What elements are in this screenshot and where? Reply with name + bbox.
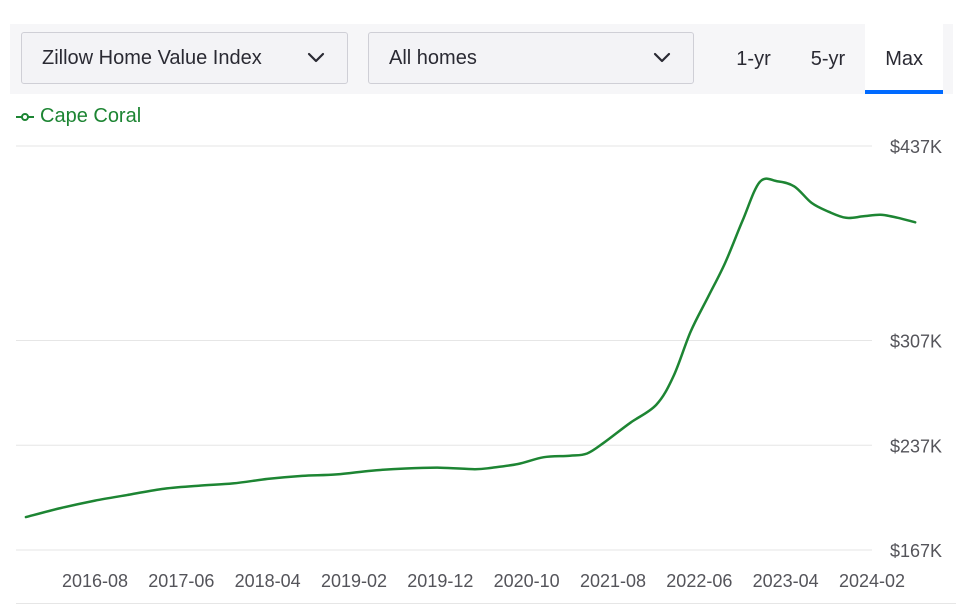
x-tick-label: 2018-04: [235, 571, 301, 591]
bottom-divider: [16, 603, 956, 604]
home-type-dropdown[interactable]: All homes: [368, 32, 694, 84]
tab-5-yr[interactable]: 5-yr: [810, 47, 846, 70]
x-tick-label: 2019-02: [321, 571, 387, 591]
line-marker-icon: [16, 105, 34, 128]
y-axis: $437K $307K $237K $167K: [890, 137, 942, 561]
x-tick-label: 2023-04: [753, 571, 819, 591]
chevron-down-icon: [305, 47, 327, 69]
x-tick-label: 2017-06: [148, 571, 214, 591]
x-tick-label: 2022-06: [666, 571, 732, 591]
chart-controls-bar: Zillow Home Value Index All homes 1-yr 5…: [10, 24, 953, 94]
y-tick-label: $437K: [890, 137, 942, 157]
x-tick-label: 2021-08: [580, 571, 646, 591]
x-tick-label: 2020-10: [494, 571, 560, 591]
time-range-tabs: 1-yr 5-yr Max: [716, 24, 943, 94]
tab-max[interactable]: Max: [865, 24, 943, 94]
chevron-down-icon: [651, 47, 673, 69]
gridlines: [16, 145, 872, 551]
y-tick-label: $167K: [890, 541, 942, 561]
x-tick-label: 2016-08: [62, 571, 128, 591]
series-lines: [24, 177, 917, 519]
tab-1-yr[interactable]: 1-yr: [736, 47, 771, 70]
x-axis: 2016-08 2017-06 2018-04 2019-02 2019-12 2020-…: [62, 571, 905, 591]
series-line-cape-coral[interactable]: [24, 177, 917, 519]
legend-item-cape-coral[interactable]: Cape Coral: [16, 104, 141, 128]
y-tick-label: $237K: [890, 436, 942, 456]
legend-label: Cape Coral: [40, 104, 142, 127]
home-type-dropdown-label: All homes: [389, 46, 477, 69]
metric-dropdown-label: Zillow Home Value Index: [42, 46, 262, 69]
x-tick-label: 2019-12: [407, 571, 473, 591]
metric-dropdown[interactable]: Zillow Home Value Index: [21, 32, 348, 84]
y-tick-label: $307K: [890, 332, 942, 352]
x-tick-label: 2024-02: [839, 571, 905, 591]
